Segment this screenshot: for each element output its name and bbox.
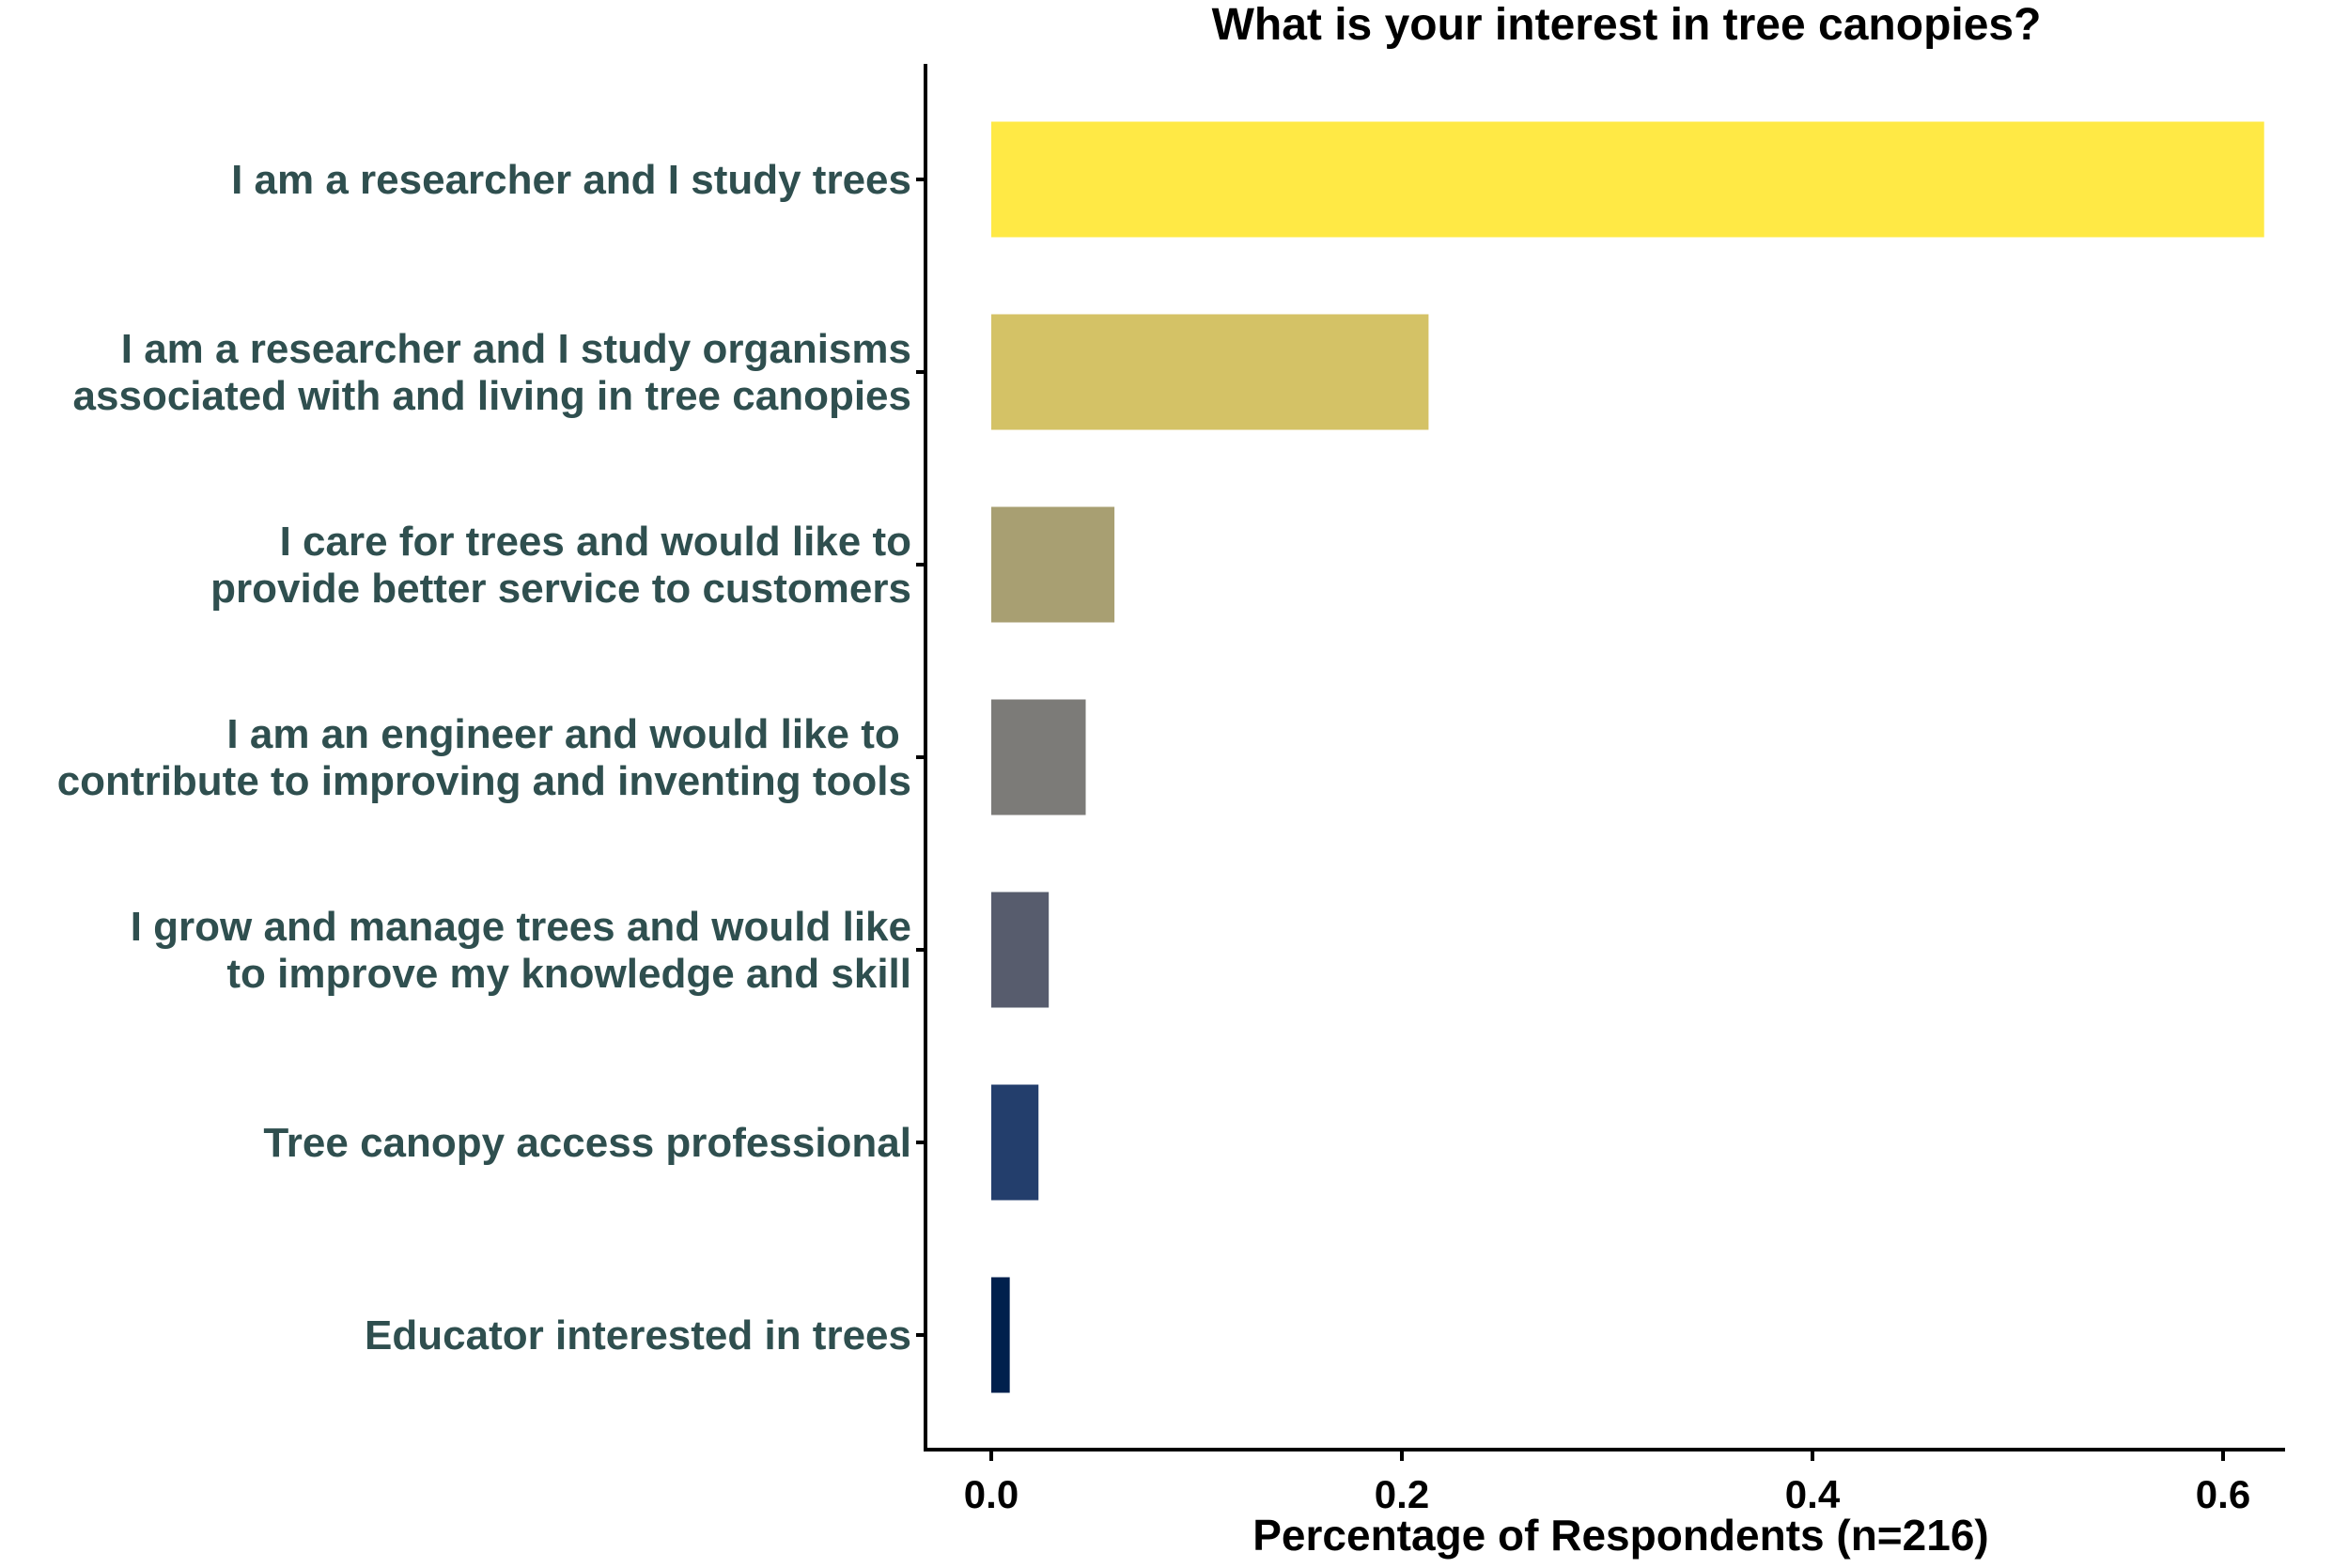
bar-6: [991, 1084, 1039, 1201]
x-tick-label: 0.0: [964, 1472, 1019, 1516]
category-label-line: provide better service to customers: [210, 566, 911, 612]
category-label: I am a researcher and I study organisms a…: [73, 326, 911, 419]
category-label-line: I grow and manage trees and would like: [131, 904, 911, 950]
bar-7: [991, 1277, 1010, 1393]
category-label-line: contribute to improving and inventing to…: [57, 758, 911, 804]
category-label: I am a researcher and I study trees: [231, 157, 911, 203]
category-label-line: I am an engineer and would like to: [226, 711, 911, 757]
x-axis-title: Percentage of Respondents (n=216): [1252, 1511, 1988, 1560]
category-labels-layer: I am a researcher and I study trees I am …: [57, 157, 925, 1358]
x-tick-label: 0.4: [1785, 1472, 1841, 1516]
bar-1: [991, 121, 2264, 238]
category-label-line: associated with and living in tree canop…: [73, 373, 911, 419]
axes-layer: [924, 64, 2285, 1452]
category-label: Tree canopy access professional: [263, 1120, 911, 1166]
category-label-line: I am a researcher and I study trees: [231, 157, 911, 203]
x-tick-label: 0.2: [1375, 1472, 1429, 1516]
category-label: I grow and manage trees and would like to…: [131, 904, 911, 997]
category-label-line: Educator interested in trees: [365, 1312, 911, 1358]
x-tick-label: 0.6: [2196, 1472, 2250, 1516]
category-label-line: I care for trees and would like to: [280, 519, 911, 565]
category-label-line: to improve my knowledge and skill: [226, 951, 911, 997]
category-label: Educator interested in trees: [365, 1312, 911, 1358]
bar-2: [991, 314, 1429, 430]
bar-5: [991, 892, 1050, 1008]
category-label: I am an engineer and would like to contr…: [57, 711, 911, 804]
bars-layer: [991, 121, 2264, 1393]
x-ticks-layer: 0.0 0.2 0.4 0.6: [964, 1450, 2250, 1516]
chart-title: What is your interest in tree canopies?: [1212, 0, 2042, 50]
category-label-line: Tree canopy access professional: [263, 1120, 911, 1166]
category-label: I care for trees and would like to provid…: [210, 519, 911, 612]
bar-3: [991, 506, 1115, 623]
bar-4: [991, 699, 1086, 815]
category-label-line: I am a researcher and I study organisms: [121, 326, 911, 372]
